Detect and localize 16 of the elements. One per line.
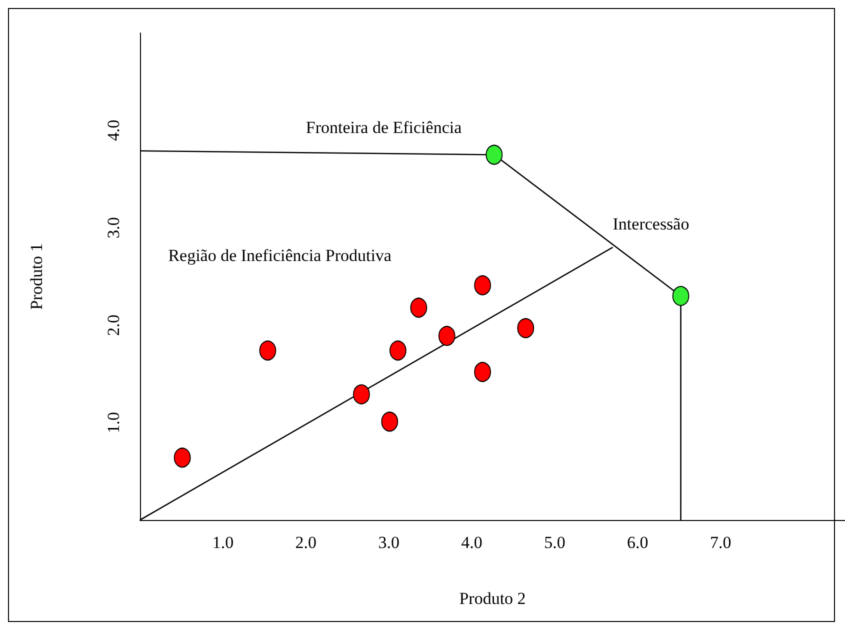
x-tick-label: 1.0 (212, 533, 234, 552)
x-tick-label: 3.0 (378, 533, 400, 552)
annotation: Fronteira de Eficiência (306, 118, 462, 137)
x-tick-label: 5.0 (544, 533, 566, 552)
x-tick-label: 4.0 (461, 533, 482, 552)
annotation: Região de Ineficiência Produtiva (168, 246, 392, 266)
x-axis-title: Produto 2 (459, 589, 526, 608)
y-tick-label: 2.0 (104, 314, 123, 336)
y-tick-label: 1.0 (104, 412, 123, 434)
x-tick-label: 6.0 (627, 533, 648, 552)
y-axis-title: Produto 1 (27, 243, 46, 310)
annotation: Intercessão (612, 214, 690, 234)
x-tick-label: 2.0 (295, 533, 317, 552)
x-tick-label: 7.0 (710, 533, 732, 552)
y-tick-label: 3.0 (104, 217, 123, 238)
y-tick-label: 4.0 (104, 120, 123, 142)
